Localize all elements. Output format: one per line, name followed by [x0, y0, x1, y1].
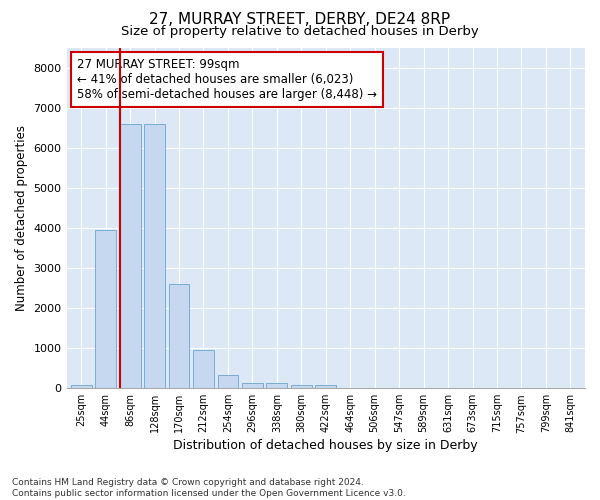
Bar [71, 386, 92, 388]
Bar [242, 383, 263, 388]
X-axis label: Distribution of detached houses by size in Derby: Distribution of detached houses by size … [173, 440, 478, 452]
Text: 27 MURRAY STREET: 99sqm
← 41% of detached houses are smaller (6,023)
58% of semi: 27 MURRAY STREET: 99sqm ← 41% of detache… [77, 58, 377, 100]
Bar [144, 124, 165, 388]
Bar [291, 386, 312, 388]
Bar [169, 284, 190, 388]
Bar [316, 386, 336, 388]
Y-axis label: Number of detached properties: Number of detached properties [15, 125, 28, 311]
Text: Size of property relative to detached houses in Derby: Size of property relative to detached ho… [121, 25, 479, 38]
Bar [120, 124, 140, 388]
Bar [266, 384, 287, 388]
Bar [218, 376, 238, 388]
Text: Contains HM Land Registry data © Crown copyright and database right 2024.
Contai: Contains HM Land Registry data © Crown c… [12, 478, 406, 498]
Bar [95, 230, 116, 388]
Bar [193, 350, 214, 388]
Text: 27, MURRAY STREET, DERBY, DE24 8RP: 27, MURRAY STREET, DERBY, DE24 8RP [149, 12, 451, 28]
